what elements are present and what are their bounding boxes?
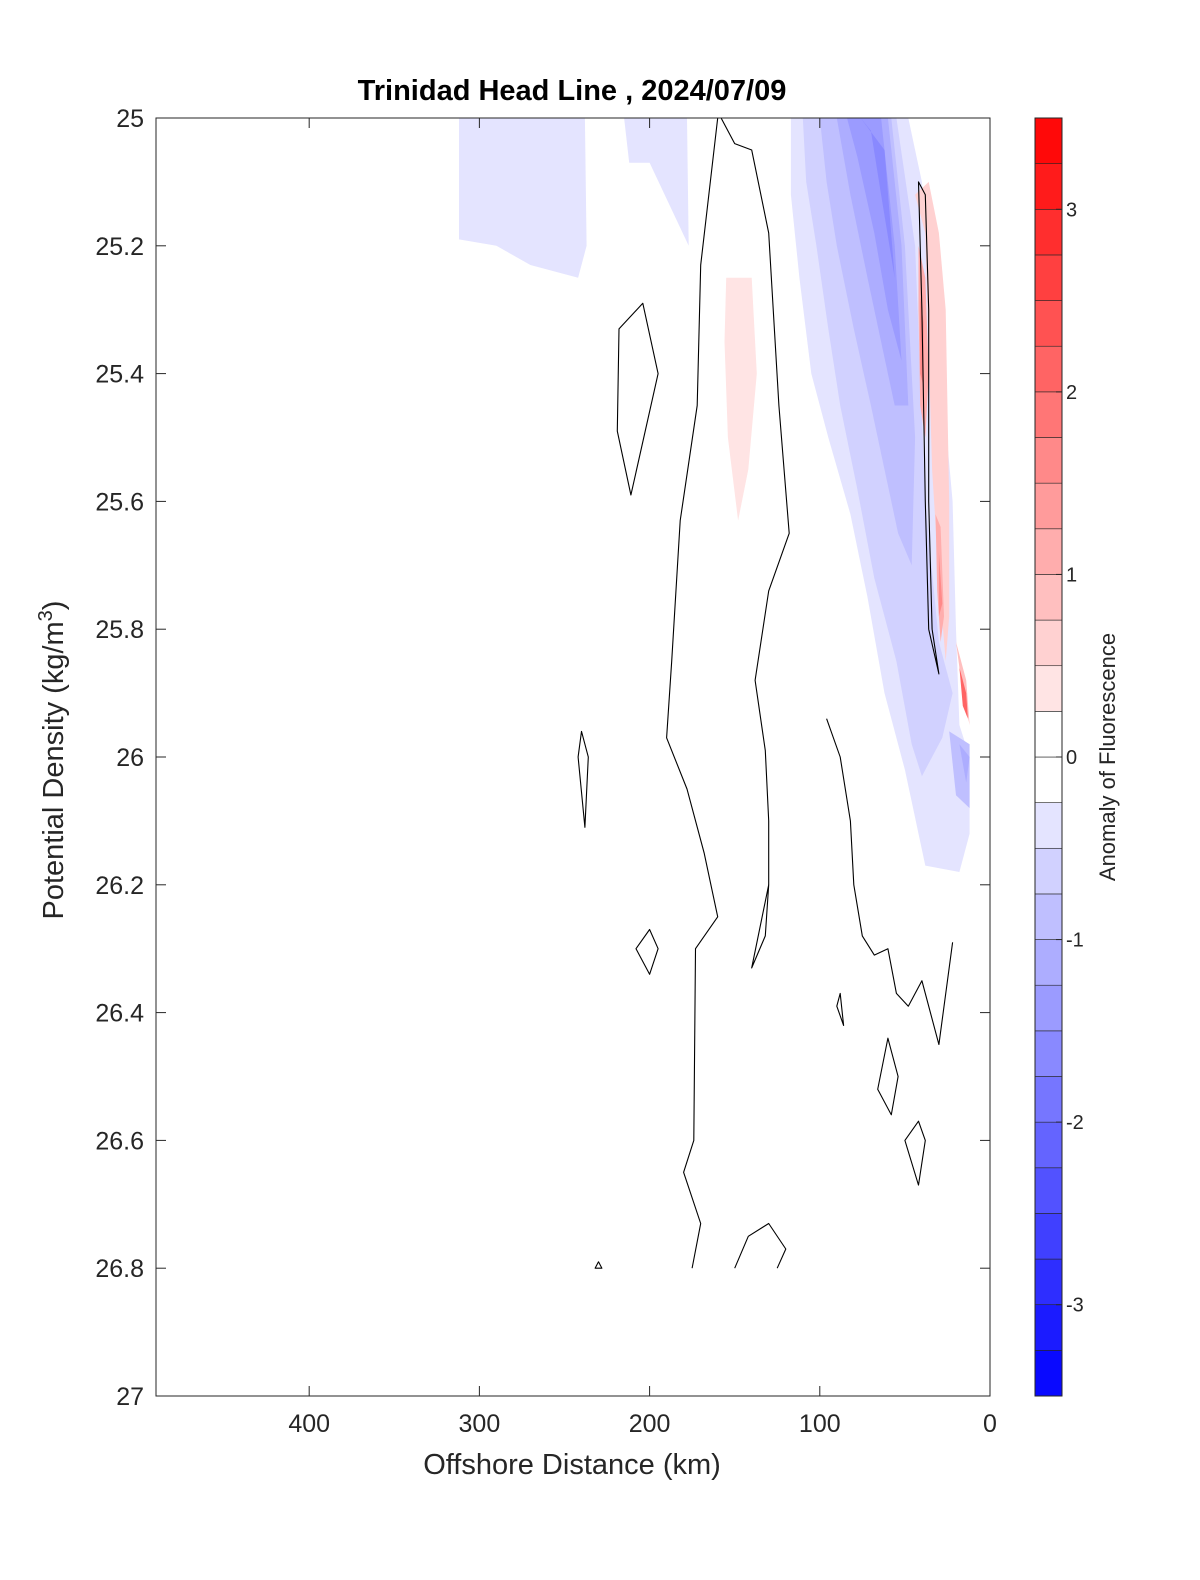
colorbar-swatch bbox=[1034, 1258, 1063, 1306]
contour-line bbox=[594, 1261, 603, 1269]
colorbar-tick-label: 2 bbox=[1066, 382, 1077, 404]
colorbar-swatch bbox=[1034, 802, 1063, 849]
colorbar-label: Anomaly of Fluorescence bbox=[1095, 633, 1120, 881]
colorbar-swatch bbox=[1034, 1213, 1063, 1260]
colorbar-swatch bbox=[1034, 1167, 1063, 1214]
colorbar-tick-label: -3 bbox=[1066, 1295, 1084, 1317]
colorbar-swatch bbox=[1034, 1304, 1063, 1351]
colorbar-swatch bbox=[1034, 1076, 1063, 1123]
colorbar-swatch bbox=[1034, 1030, 1063, 1077]
contour-line bbox=[635, 928, 659, 975]
colorbar-swatch bbox=[1034, 711, 1063, 758]
colorbar-swatch bbox=[1034, 939, 1063, 986]
colorbar-swatch bbox=[1034, 117, 1063, 164]
chart-title: Trinidad Head Line , 2024/07/09 bbox=[358, 75, 787, 107]
filled-contour-region bbox=[959, 744, 970, 783]
colorbar-swatch bbox=[1034, 208, 1063, 256]
filled-contour-region bbox=[949, 731, 970, 809]
axes: 400 300 200 100 0 25 25.2 25.4 25.6 25.8 26 26.2 26.… bbox=[95, 105, 997, 1438]
colorbar-swatch bbox=[1034, 528, 1063, 575]
contour-line bbox=[836, 992, 845, 1026]
filled-contour-region bbox=[860, 118, 895, 278]
colorbar-swatch bbox=[1034, 847, 1063, 895]
colorbar-swatch bbox=[1034, 300, 1063, 347]
colorbar-swatch bbox=[1034, 482, 1063, 530]
y-tick-label: 26.4 bbox=[95, 1000, 144, 1028]
contour-line bbox=[720, 118, 790, 969]
filled-contour-region bbox=[959, 667, 968, 719]
y-tick-label: 25.2 bbox=[95, 233, 144, 261]
filled-contour-region bbox=[836, 118, 909, 406]
filled-contour-region bbox=[938, 552, 943, 617]
filled-contour-region bbox=[802, 118, 953, 777]
contour-line bbox=[917, 181, 940, 675]
contour-line bbox=[734, 1222, 787, 1269]
filled-contour-region bbox=[624, 118, 689, 246]
colorbar-swatch bbox=[1034, 391, 1063, 438]
y-tick-label: 25.8 bbox=[95, 616, 144, 644]
x-tick-label: 100 bbox=[799, 1410, 841, 1438]
x-tick-label: 300 bbox=[459, 1410, 501, 1438]
y-tick-label: 25 bbox=[116, 105, 144, 133]
colorbar-swatch bbox=[1034, 1121, 1063, 1169]
y-tick-label: 27 bbox=[116, 1383, 144, 1411]
filled-contour-region bbox=[459, 118, 587, 278]
y-axis-label: Potential Density (kg/m3) bbox=[35, 601, 70, 920]
colorbar: 3 2 1 0 -1 -2 -3 bbox=[1034, 117, 1084, 1397]
y-tick-label: 25.4 bbox=[95, 361, 144, 389]
colorbar-tick-label: 3 bbox=[1066, 199, 1077, 221]
colorbar-tick-label: -1 bbox=[1066, 930, 1084, 952]
y-tick-label: 26 bbox=[116, 744, 144, 772]
colorbar-swatch bbox=[1034, 756, 1063, 803]
colorbar-swatch bbox=[1034, 163, 1063, 210]
y-tick-label: 26.2 bbox=[95, 872, 144, 900]
colorbar-tick-label: 1 bbox=[1066, 564, 1077, 586]
filled-contour-region bbox=[847, 118, 902, 361]
colorbar-swatch bbox=[1034, 345, 1063, 393]
colorbar-swatch bbox=[1034, 254, 1063, 301]
colorbar-swatch bbox=[1034, 619, 1063, 667]
contour-line bbox=[877, 1037, 899, 1116]
colorbar-swatch bbox=[1034, 574, 1063, 621]
y-tick-label: 26.6 bbox=[95, 1127, 144, 1155]
filled-contours bbox=[459, 118, 970, 872]
contour-line bbox=[826, 718, 954, 1046]
x-tick-label: 0 bbox=[983, 1410, 997, 1438]
y-tick-label: 26.8 bbox=[95, 1255, 144, 1283]
colorbar-swatch bbox=[1034, 1350, 1063, 1397]
y-axis-label-superscript: 3 bbox=[35, 610, 57, 621]
y-axis-label-main: Potential Density (kg/m bbox=[38, 621, 70, 919]
x-axis-label: Offshore Distance (km) bbox=[423, 1449, 721, 1481]
y-axis-label-close: ) bbox=[38, 601, 70, 611]
contour-line bbox=[616, 302, 659, 496]
contour-line bbox=[904, 1120, 926, 1186]
colorbar-swatch bbox=[1034, 984, 1063, 1032]
colorbar-tick-label: 0 bbox=[1066, 747, 1077, 769]
colorbar-tick-label: -2 bbox=[1066, 1112, 1084, 1134]
x-tick-label: 400 bbox=[288, 1410, 330, 1438]
colorbar-swatch bbox=[1034, 437, 1063, 484]
x-tick-label: 200 bbox=[629, 1410, 671, 1438]
contour-line bbox=[666, 118, 719, 1269]
y-tick-label: 25.6 bbox=[95, 488, 144, 516]
contour-line bbox=[577, 730, 589, 828]
contour-lines bbox=[577, 118, 954, 1269]
colorbar-swatch bbox=[1034, 665, 1063, 712]
colorbar-swatch bbox=[1034, 893, 1063, 940]
filled-contour-region bbox=[724, 277, 757, 521]
